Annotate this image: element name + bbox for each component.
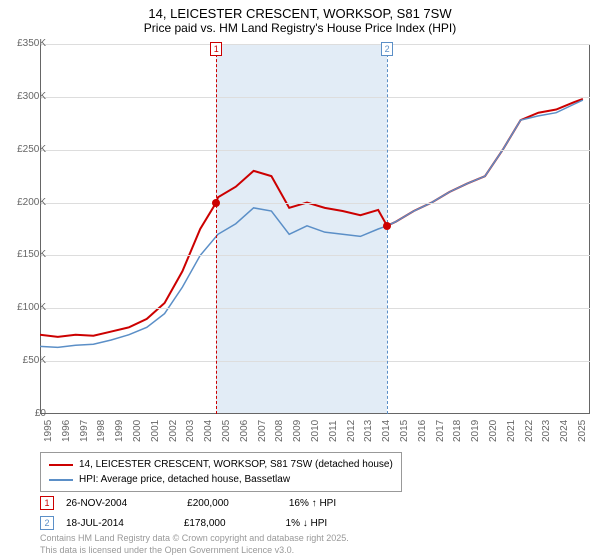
x-axis-label: 2023 <box>541 420 552 442</box>
x-axis-label: 1997 <box>79 420 90 442</box>
event-flag: 1 <box>210 42 222 56</box>
event-date: 26-NOV-2004 <box>66 498 127 509</box>
x-axis-label: 2001 <box>150 420 161 442</box>
x-axis-label: 2000 <box>132 420 143 442</box>
legend-swatch <box>49 464 73 466</box>
y-axis-label: £200K <box>6 197 46 208</box>
y-axis-label: £0 <box>6 408 46 419</box>
x-axis-label: 2024 <box>559 420 570 442</box>
x-axis-label: 1998 <box>96 420 107 442</box>
y-axis-label: £300K <box>6 91 46 102</box>
gridline <box>40 255 590 256</box>
x-axis-label: 2004 <box>203 420 214 442</box>
x-axis-label: 2019 <box>470 420 481 442</box>
y-axis-label: £100K <box>6 302 46 313</box>
chart-subtitle: Price paid vs. HM Land Registry's House … <box>0 21 600 39</box>
x-axis-label: 2015 <box>399 420 410 442</box>
gridline <box>40 97 590 98</box>
legend-item: HPI: Average price, detached house, Bass… <box>49 472 393 487</box>
x-axis-label: 2006 <box>239 420 250 442</box>
x-axis-label: 2010 <box>310 420 321 442</box>
event-row: 1 26-NOV-2004 £200,000 16% ↑ HPI <box>40 496 336 510</box>
x-axis-label: 2016 <box>417 420 428 442</box>
legend: 14, LEICESTER CRESCENT, WORKSOP, S81 7SW… <box>40 452 402 492</box>
x-axis-label: 2022 <box>524 420 535 442</box>
event-price: £200,000 <box>187 498 229 509</box>
legend-label: 14, LEICESTER CRESCENT, WORKSOP, S81 7SW… <box>79 457 393 472</box>
gridline <box>40 308 590 309</box>
x-axis-label: 2011 <box>328 420 339 442</box>
event-dot-icon <box>383 222 391 230</box>
copyright: Contains HM Land Registry data © Crown c… <box>40 532 349 556</box>
x-axis-label: 1996 <box>61 420 72 442</box>
event-marker-icon: 1 <box>40 496 54 510</box>
x-axis-label: 2009 <box>292 420 303 442</box>
legend-swatch <box>49 479 73 481</box>
event-delta: 1% ↓ HPI <box>286 518 328 529</box>
event-delta: 16% ↑ HPI <box>289 498 336 509</box>
x-axis-label: 1999 <box>114 420 125 442</box>
x-axis-label: 2018 <box>452 420 463 442</box>
legend-label: HPI: Average price, detached house, Bass… <box>79 472 290 487</box>
legend-item: 14, LEICESTER CRESCENT, WORKSOP, S81 7SW… <box>49 457 393 472</box>
x-axis-label: 2007 <box>257 420 268 442</box>
event-row: 2 18-JUL-2014 £178,000 1% ↓ HPI <box>40 516 327 530</box>
x-axis-label: 2014 <box>381 420 392 442</box>
series-line <box>40 99 583 337</box>
x-axis-label: 2020 <box>488 420 499 442</box>
x-axis-label: 2012 <box>346 420 357 442</box>
chart-title: 14, LEICESTER CRESCENT, WORKSOP, S81 7SW <box>0 0 600 21</box>
series-line <box>40 100 583 347</box>
x-axis-label: 2013 <box>363 420 374 442</box>
y-axis-label: £250K <box>6 144 46 155</box>
chart-container: 14, LEICESTER CRESCENT, WORKSOP, S81 7SW… <box>0 0 600 560</box>
event-dot-icon <box>212 199 220 207</box>
gridline <box>40 44 590 45</box>
x-axis-label: 2003 <box>185 420 196 442</box>
chart-svg <box>40 44 590 414</box>
event-vline <box>216 44 217 414</box>
gridline <box>40 361 590 362</box>
y-axis-label: £50K <box>6 355 46 366</box>
event-price: £178,000 <box>184 518 226 529</box>
gridline <box>40 203 590 204</box>
gridline <box>40 150 590 151</box>
x-axis-label: 2025 <box>577 420 588 442</box>
x-axis-label: 2021 <box>506 420 517 442</box>
x-axis-label: 2017 <box>435 420 446 442</box>
copyright-line: This data is licensed under the Open Gov… <box>40 544 349 556</box>
y-axis-label: £350K <box>6 38 46 49</box>
copyright-line: Contains HM Land Registry data © Crown c… <box>40 532 349 544</box>
y-axis-label: £150K <box>6 249 46 260</box>
event-flag: 2 <box>381 42 393 56</box>
event-marker-icon: 2 <box>40 516 54 530</box>
event-date: 18-JUL-2014 <box>66 518 124 529</box>
x-axis-label: 2008 <box>274 420 285 442</box>
x-axis-label: 2005 <box>221 420 232 442</box>
x-axis-label: 1995 <box>43 420 54 442</box>
x-axis-label: 2002 <box>168 420 179 442</box>
